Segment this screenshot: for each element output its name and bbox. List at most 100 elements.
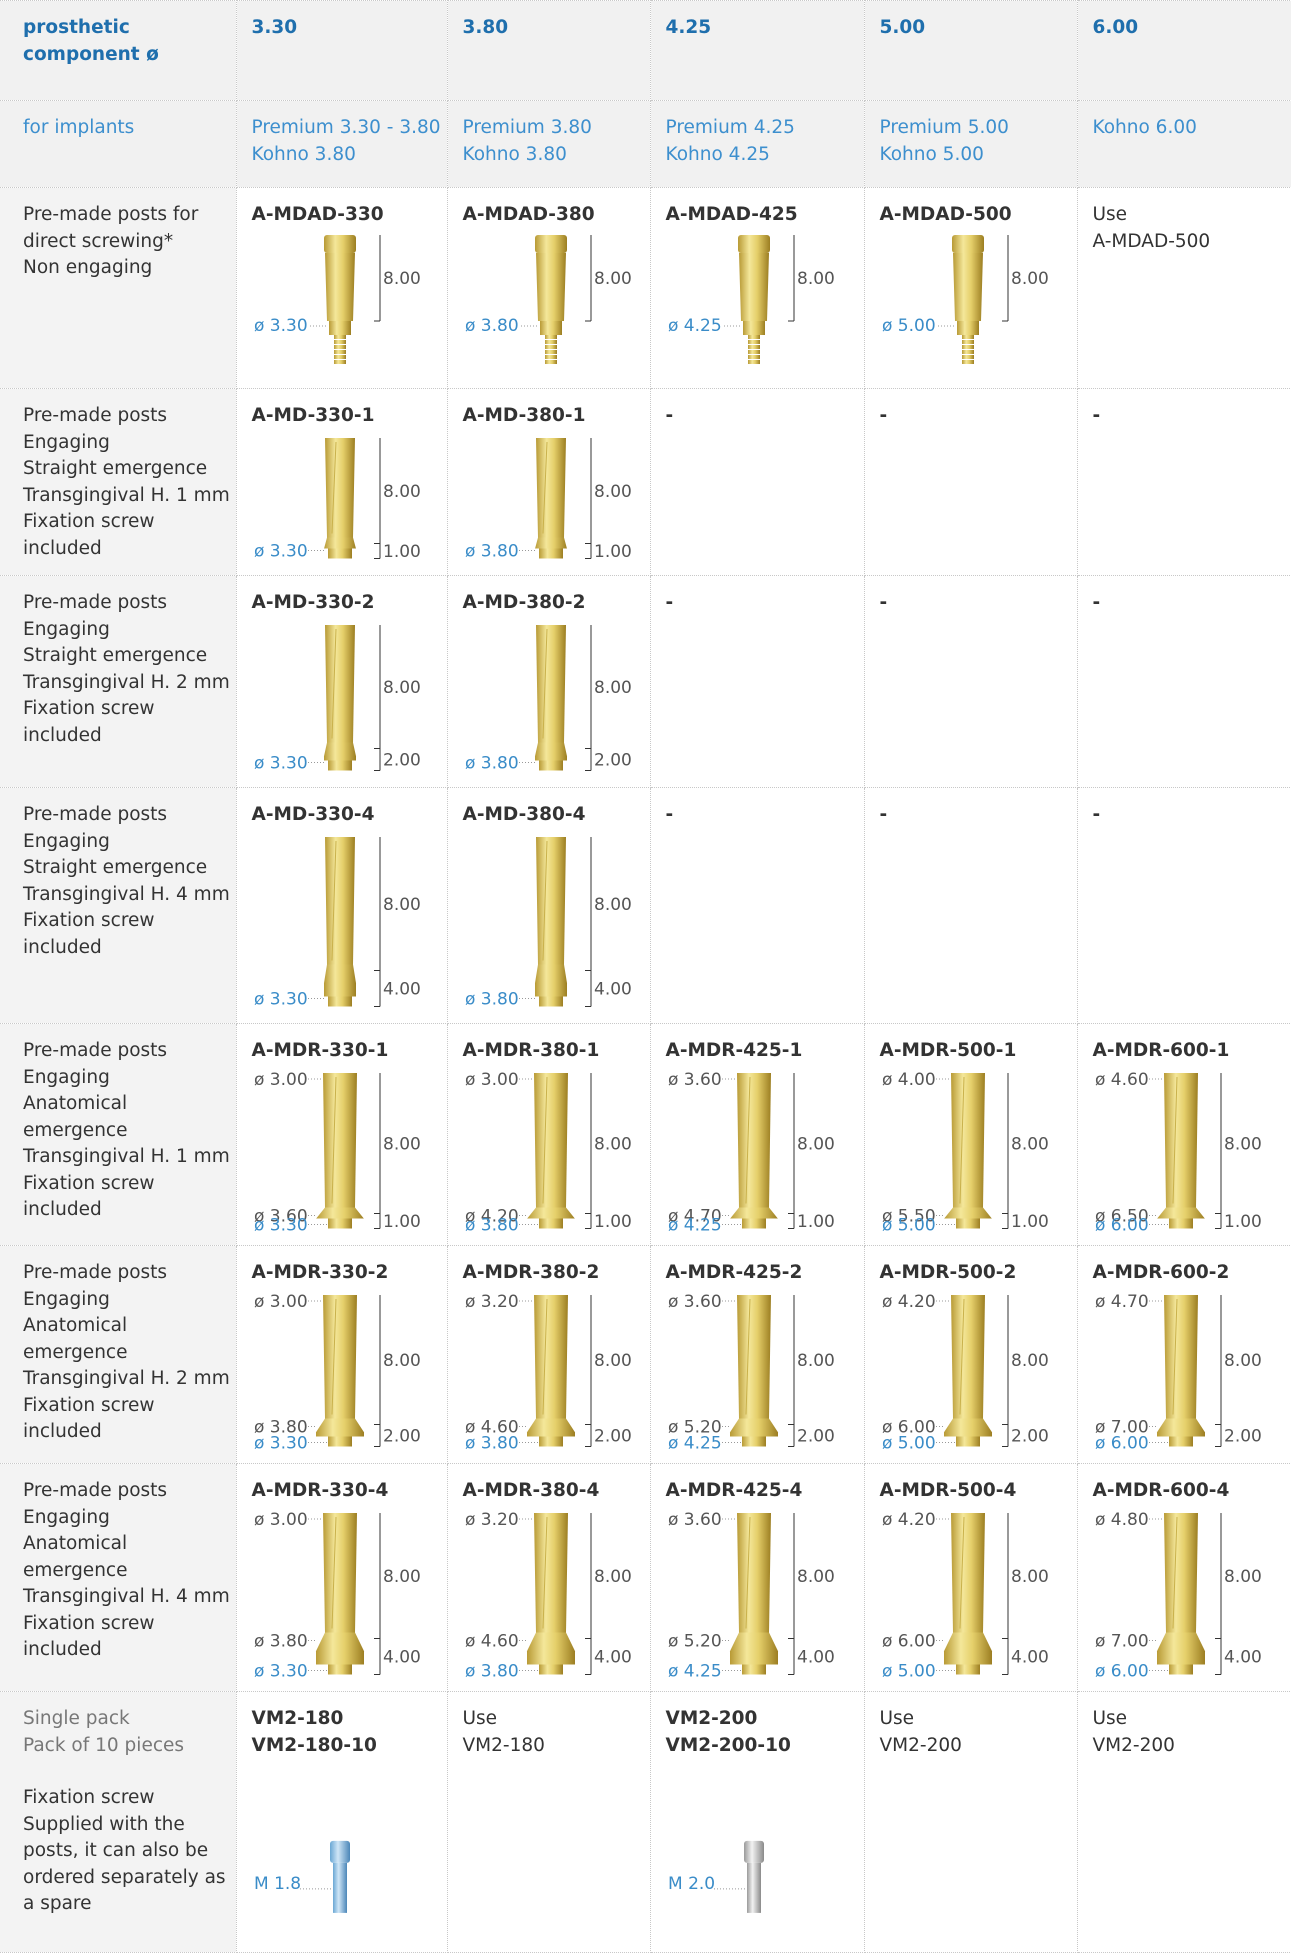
post-thread [961, 359, 974, 364]
post-collar [315, 1207, 364, 1219]
implant-name: Kohno 4.25 [665, 143, 770, 165]
dim-label: ø 3.60 [668, 1510, 722, 1530]
product-code: A-MD-330-4 [251, 804, 375, 825]
dim-label: 8.00 [594, 894, 632, 914]
post-thread [961, 349, 974, 354]
dim-label: ø 3.80 [465, 1661, 519, 1680]
row-label-text: Engaging [23, 431, 110, 453]
dim-label: ø 3.00 [254, 1292, 308, 1312]
product-cell: Use A-MDAD-500 [1076, 187, 1291, 389]
post-hex [1168, 1664, 1193, 1674]
product-cell: A-MDR-500-4 8.00 4.00 ø 4.20 ø 6.00 ø 5.00 [863, 1463, 1078, 1692]
product-cell: A-MDR-600-2 8.00 2.00 ø 4.70 ø 7.00 ø 6.00 [1076, 1245, 1291, 1464]
product-code: A-MDAD-425 [665, 204, 798, 225]
header-text: component ø [23, 43, 159, 65]
post-thread [333, 339, 346, 344]
dim-label: ø 3.30 [254, 1661, 308, 1680]
cell-text: VM2-200 [1092, 1734, 1175, 1756]
post-hex [955, 1664, 980, 1674]
post-facet [542, 1076, 547, 1204]
column-diameter: 4.25 [665, 17, 712, 38]
product-cell: - [1076, 388, 1291, 576]
row-label-text: Engaging [23, 830, 110, 852]
cell-text: VM2-180 [462, 1734, 545, 1756]
product-code: A-MDAD-380 [462, 204, 595, 225]
product-row: Pre-made posts Engaging Straight emergence… [0, 575, 1291, 788]
post-body [1163, 1294, 1198, 1418]
product-code: - [665, 804, 674, 825]
post-thread [333, 334, 346, 339]
post-body [738, 252, 769, 321]
row-label-text: Non engaging [23, 257, 153, 278]
dim-label: ø 3.80 [465, 753, 519, 773]
product-cell: A-MD-330-2 8.00 2.00 ø 3.30 [235, 575, 448, 788]
dim-label: 4.00 [383, 979, 421, 999]
post-collar [526, 1418, 575, 1436]
product-cell: A-MDAD-425 8.00 ø 4.25 [649, 187, 865, 389]
product-cell: A-MDR-500-2 8.00 2.00 ø 4.20 ø 6.00 ø 5.00 [863, 1245, 1078, 1464]
post-collar [323, 537, 356, 549]
product-code: A-MDR-500-2 [879, 1262, 1017, 1283]
post-facet [542, 1516, 547, 1629]
post-hex [741, 1436, 766, 1446]
dim-label: ø 4.60 [465, 1417, 519, 1437]
product-code: A-MD-380-2 [462, 592, 586, 613]
dim-label: ø 5.20 [668, 1417, 722, 1437]
post-thread [747, 354, 760, 359]
post-facet [331, 1076, 336, 1204]
dim-label: ø 6.00 [1095, 1433, 1149, 1452]
post-facet [542, 1298, 547, 1415]
post-body [950, 1512, 985, 1632]
implants-label: for implants [0, 100, 237, 188]
product-code: A-MD-330-2 [251, 592, 375, 613]
product-cell: A-MD-330-1 8.00 1.00 ø 3.30 [235, 388, 448, 576]
row-label-text: posts, it can also be [23, 1840, 209, 1861]
figure: 8.00 ø 3.80 [465, 234, 631, 364]
post-collar [534, 537, 567, 549]
post-hex [327, 1436, 352, 1446]
post-collar [956, 320, 979, 335]
row-sublabel: Pack of 10 pieces [23, 1734, 185, 1756]
row-label-text: Fixation screw [23, 1612, 155, 1634]
post-facet [331, 628, 336, 739]
post-facet [959, 1516, 964, 1629]
row-label-text: Transgingival H. 4 mm [23, 883, 230, 905]
dim-label: ø 4.25 [668, 1215, 722, 1234]
figure: 8.00 4.00 ø 3.60 ø 5.20 ø 4.25 [668, 1510, 835, 1681]
dim-label: 8.00 [594, 1134, 632, 1154]
product-code: A-MDR-600-4 [1092, 1480, 1230, 1501]
dim-label: 4.00 [383, 1647, 421, 1667]
product-row: Pre-made posts Engaging Anatomical emergenc… [0, 1023, 1291, 1246]
row-label-text: Transgingival H. 2 mm [23, 1368, 230, 1389]
post-body [535, 437, 566, 537]
post-facet [745, 1076, 750, 1204]
product-code: A-MDR-500-4 [879, 1480, 1017, 1501]
dim-label: 4.00 [1011, 1647, 1049, 1667]
post-body [1163, 1072, 1198, 1207]
dim-label: ø 4.25 [668, 1433, 722, 1452]
figure: 8.00 2.00 ø 3.00 ø 3.80ø 3.30 [254, 1292, 421, 1453]
header-cell: 6.00 [1076, 0, 1291, 101]
post-collar [534, 742, 567, 760]
figure: 8.00 1.00 ø 3.00 ø 4.20ø 3.80 [465, 1070, 632, 1235]
product-code: A-MDAD-500 [879, 204, 1012, 225]
product-code: A-MDR-425-1 [665, 1040, 803, 1061]
dim-label: 1.00 [594, 1212, 632, 1232]
product-code: A-MDR-425-4 [665, 1480, 803, 1501]
post-hex [327, 760, 352, 770]
dim-label: ø 6.00 [1095, 1661, 1149, 1680]
product-cell: A-MD-380-2 8.00 2.00 ø 3.80 [446, 575, 651, 788]
implants-cell: Premium 3.80 Kohno 3.80 [446, 100, 651, 188]
product-cell: - [649, 388, 865, 576]
header-cell: 3.80 [446, 0, 651, 101]
dim-label: ø 3.00 [254, 1510, 308, 1530]
dim-label: ø 5.00 [882, 316, 936, 336]
dim-label: 8.00 [383, 1134, 421, 1154]
product-code: A-MDR-600-1 [1092, 1040, 1230, 1061]
dim-label: 2.00 [1224, 1426, 1262, 1446]
row-label: Pre-made posts Engaging Anatomical emergenc… [0, 1463, 237, 1692]
post-body [736, 1512, 771, 1632]
product-code: - [879, 804, 888, 825]
product-cell: A-MDAD-380 8.00 ø 3.80 [446, 187, 651, 389]
dim-label: ø 4.80 [1095, 1510, 1149, 1530]
